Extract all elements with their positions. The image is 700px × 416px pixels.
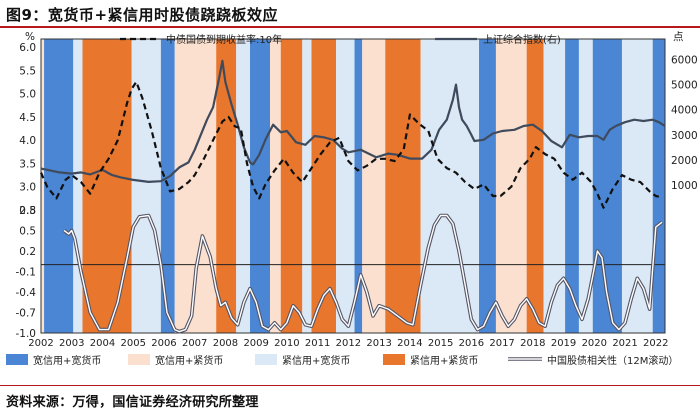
x-tick-14: 2016 [459, 338, 484, 349]
upper-right-tick-3: 3000 [671, 130, 698, 142]
regime-band-0 [41, 39, 45, 333]
upper-right-tick-5: 1000 [671, 180, 698, 192]
lower-left-tick-4: -0.4 [16, 287, 37, 299]
figure-title: 图9：宽货币+紧信用时股债跷跷板效应 [6, 6, 279, 24]
x-tick-17: 2019 [551, 338, 576, 349]
legend-regime-label-2: 紧信用+宽货币 [282, 354, 350, 367]
legend-regime-label-3: 紧信用+紧货币 [410, 354, 478, 367]
legend-regime-swatch-0 [6, 354, 28, 365]
legend-regime-label-1: 宽信用+紧货币 [155, 354, 223, 367]
lower-left-tick-0: 0.8 [19, 205, 36, 217]
upper-left-tick-6: 3.0 [19, 182, 36, 194]
legend-10y-label: 中债国债到期收益率:10年 [166, 33, 282, 46]
upper-right-tick-2: 4000 [671, 105, 698, 117]
regime-band-2 [73, 39, 83, 333]
lower-left-tick-5: -0.7 [16, 308, 37, 320]
regime-band-4 [131, 39, 161, 333]
upper-left-tick-1: 5.5 [19, 65, 36, 77]
x-tick-0: 2002 [28, 338, 53, 349]
legend-index-label: 上证综合指数(右) [483, 33, 561, 46]
upper-right-unit: 点 [673, 31, 684, 43]
regime-band-27 [652, 39, 665, 333]
regime-band-22 [543, 39, 566, 333]
regime-band-12 [302, 39, 312, 333]
x-tick-13: 2015 [428, 338, 453, 349]
legend-regime-swatch-3 [383, 354, 405, 365]
x-tick-3: 2005 [120, 338, 145, 349]
x-tick-18: 2020 [582, 338, 607, 349]
x-tick-12: 2014 [397, 338, 422, 349]
x-tick-5: 2007 [182, 338, 207, 349]
regime-band-7 [216, 39, 237, 333]
x-tick-8: 2010 [274, 338, 299, 349]
title-rule [0, 26, 700, 28]
x-tick-9: 2011 [305, 338, 330, 349]
x-tick-1: 2003 [59, 338, 84, 349]
legend-regime-swatch-1 [128, 354, 150, 365]
legend-regime-label-0: 宽信用+宽货币 [33, 354, 101, 367]
x-tick-16: 2018 [520, 338, 545, 349]
regime-band-8 [236, 39, 251, 333]
x-tick-15: 2017 [489, 338, 514, 349]
regime-band-15 [354, 39, 363, 333]
upper-left-tick-4: 4.0 [19, 135, 36, 147]
x-tick-11: 2013 [366, 338, 391, 349]
regime-band-14 [336, 39, 355, 333]
x-tick-4: 2006 [151, 338, 176, 349]
lower-left-tick-2: 0.2 [19, 246, 36, 258]
plot-frame [40, 38, 666, 334]
series-10y-yield [39, 80, 663, 209]
regime-band-21 [526, 39, 544, 333]
x-tick-10: 2012 [336, 338, 361, 349]
regime-band-19 [479, 39, 496, 333]
source-rule [0, 385, 700, 386]
x-tick-6: 2008 [213, 338, 238, 349]
regime-band-16 [362, 39, 386, 333]
regime-band-3 [82, 39, 132, 333]
x-tick-19: 2021 [612, 338, 637, 349]
lower-left-tick-6: -1.0 [16, 328, 37, 340]
regime-band-10 [270, 39, 281, 333]
lower-left-tick-3: -0.1 [16, 267, 37, 279]
upper-left-tick-5: 3.5 [19, 158, 36, 170]
x-tick-7: 2009 [243, 338, 268, 349]
series-shanghai-index [40, 59, 666, 183]
upper-left-tick-2: 5.0 [19, 89, 36, 101]
upper-left-unit: % [25, 31, 35, 43]
regime-band-25 [592, 39, 622, 333]
upper-left-tick-0: 6.0 [19, 42, 36, 54]
series-correlation-inner [63, 214, 663, 333]
regime-band-26 [621, 39, 653, 333]
upper-right-tick-4: 2000 [671, 155, 698, 167]
upper-left-tick-7: 2.5 [19, 205, 36, 217]
regime-band-17 [385, 39, 421, 333]
regime-band-24 [578, 39, 593, 333]
regime-band-13 [311, 39, 337, 333]
upper-right-tick-0: 6000 [671, 55, 698, 67]
legend-corr-label: 中国股债相关性（12M滚动） [547, 354, 678, 367]
x-tick-2: 2004 [90, 338, 115, 349]
regime-band-9 [250, 39, 271, 333]
lower-left-tick-1: 0.5 [19, 226, 36, 238]
x-tick-20: 2022 [643, 338, 668, 349]
chart: 6.0 5.5 5.0 4.5 4.0 3.5 3.0 2.5% 6000 5000 4000 300… [6, 31, 698, 367]
upper-left-tick-3: 4.5 [19, 112, 36, 124]
regime-band-1 [44, 39, 74, 333]
source-note: 资料来源：万得，国信证券经济研究所整理 [6, 395, 259, 410]
regime-band-11 [280, 39, 303, 333]
regime-band-23 [565, 39, 579, 333]
legend-regime-swatch-2 [255, 354, 277, 365]
upper-right-tick-1: 5000 [671, 80, 698, 92]
